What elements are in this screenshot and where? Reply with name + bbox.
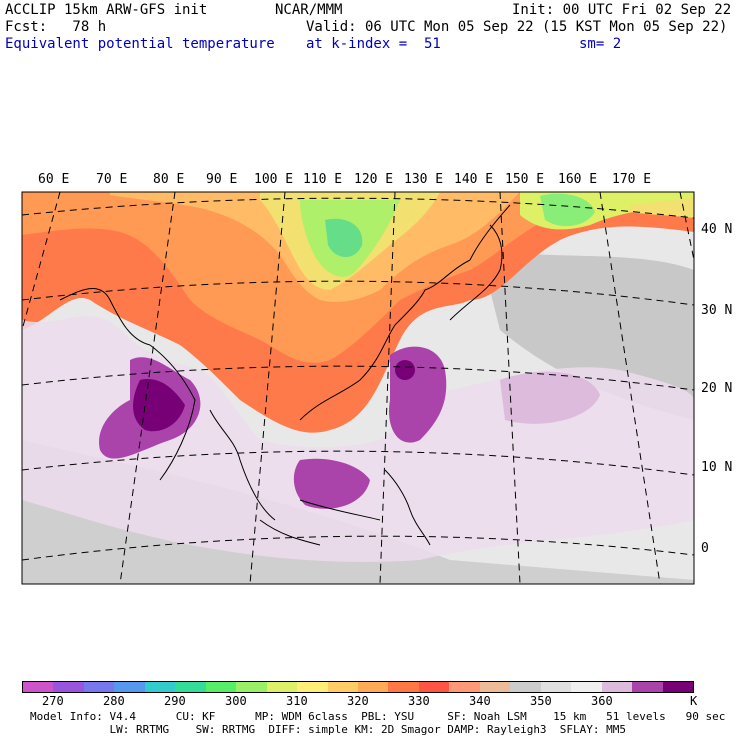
init-time: Init: 00 UTC Fri 02 Sep 22 [512,2,732,18]
colorbar-swatch [297,682,328,692]
colorbar-swatch [83,682,115,692]
colorbar-swatch [357,682,389,692]
colorbar-swatch [479,682,511,692]
colorbar-swatch [662,682,693,692]
colorbar-swatch [540,682,572,692]
model-title: ACCLIP 15km ARW-GFS init [5,2,208,18]
lon-label: 110 E [303,172,343,187]
colorbar-tick: 300 [225,694,247,708]
colorbar-swatch [175,682,206,692]
colorbar-swatch [23,682,54,692]
colorbar-tick: 280 [103,694,125,708]
smoothing-label: sm= 2 [579,36,622,52]
colorbar-tick: 290 [164,694,186,708]
lon-label: 100 E [254,172,294,187]
colorbar-tick: 320 [347,694,369,708]
lon-label: 90 E [206,172,238,187]
lat-label: 20 N [701,381,733,396]
level-label: at k-index = 51 [306,36,441,52]
lat-label: 0 [701,541,709,556]
colorbar-swatch [144,682,176,692]
model-info-line2: LW: RRTMG SW: RRTMG DIFF: simple KM: 2D … [30,723,627,736]
colorbar-swatch [327,682,358,692]
colorbar [22,681,694,693]
colorbar-tick: 340 [469,694,491,708]
lat-label: 40 N [701,222,733,237]
colorbar-swatch [571,682,602,692]
colorbar-swatch [114,682,145,692]
lon-label: 130 E [404,172,444,187]
colorbar-swatch [236,682,267,692]
colorbar-tick: 270 [42,694,64,708]
lon-label: 140 E [454,172,494,187]
coastlines [59,204,511,546]
colorbar-swatch [388,682,419,692]
colorbar-swatch [632,682,663,692]
lon-label: 70 E [96,172,128,187]
lat-label: 10 N [701,460,733,475]
lon-label: 160 E [558,172,598,187]
colorbar-tick: 330 [408,694,430,708]
valid-time: Valid: 06 UTC Mon 05 Sep 22 (15 KST Mon … [306,19,728,35]
field-name: Equivalent potential temperature [5,36,275,52]
model-info-line1: Model Info: V4.4 CU: KF MP: WDM 6class P… [30,710,726,723]
colorbar-swatch [205,682,237,692]
lon-label: 60 E [38,172,70,187]
organization-label: NCAR/MMM [275,2,343,18]
map-frame [21,191,695,585]
forecast-hour: Fcst: 78 h [5,19,107,35]
graticule [22,192,694,584]
colorbar-swatch [601,682,633,692]
colorbar-tick: 360 [591,694,613,708]
lon-label: 150 E [505,172,545,187]
colorbar-swatch [510,682,541,692]
lon-label: 80 E [153,172,185,187]
lon-label: 170 E [612,172,652,187]
colorbar-unit: K [690,694,698,708]
colorbar-swatch [449,682,480,692]
lon-label: 120 E [354,172,394,187]
colorbar-swatch [53,682,84,692]
colorbar-swatch [418,682,450,692]
colorbar-tick: 350 [530,694,552,708]
colorbar-swatch [266,682,298,692]
theta-e-field [22,192,694,584]
colorbar-tick: 310 [286,694,308,708]
lat-label: 30 N [701,303,733,318]
